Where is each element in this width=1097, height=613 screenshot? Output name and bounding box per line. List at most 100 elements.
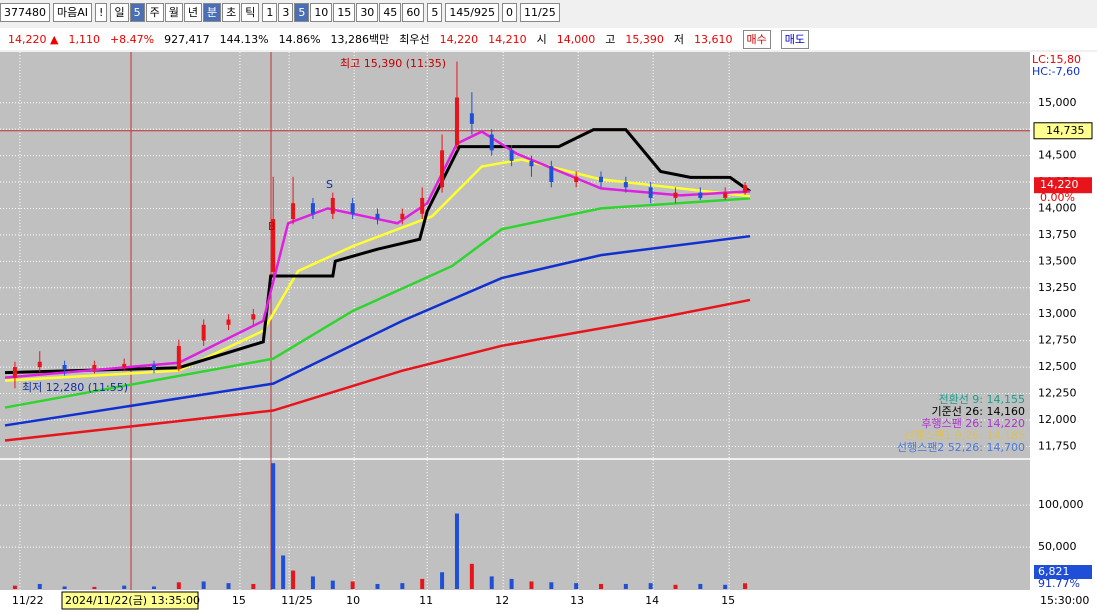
button[interactable]: 60 bbox=[402, 2, 425, 22]
volume-bar bbox=[648, 583, 653, 589]
candle-body bbox=[454, 97, 459, 146]
button[interactable]: 일 bbox=[110, 2, 129, 22]
minutes: 1 3 5 10 15 30 45 60 bbox=[262, 2, 425, 22]
alert[interactable]: ! bbox=[95, 2, 108, 22]
volume-bar bbox=[251, 583, 256, 589]
candle-body bbox=[623, 182, 628, 188]
last-rate: 0.00% bbox=[1040, 191, 1075, 204]
x-tick-label: 11/25 bbox=[281, 594, 313, 607]
button[interactable]: 주 bbox=[145, 2, 164, 22]
candle-body bbox=[122, 363, 127, 368]
end-time: 15:30:00 bbox=[1040, 594, 1089, 607]
change: 1,110 bbox=[68, 32, 100, 46]
bid: 14,210 bbox=[488, 32, 527, 46]
volume-bar bbox=[310, 576, 315, 589]
buy[interactable]: 매수 bbox=[742, 29, 771, 49]
count[interactable]: 5 bbox=[427, 2, 443, 22]
candle-body bbox=[62, 364, 67, 370]
candle-body bbox=[574, 176, 579, 183]
volume-bar bbox=[375, 583, 380, 589]
last-price: 14,220 bbox=[1040, 178, 1079, 191]
volume: 927,417 bbox=[164, 32, 210, 46]
rate: +8.47% bbox=[109, 32, 155, 46]
y-tick-label: 13,500 bbox=[1038, 254, 1077, 267]
amount: 13,286백만 bbox=[330, 33, 390, 46]
cursor-time: 2024/11/22(금) 13:35:00 bbox=[65, 594, 200, 607]
date[interactable]: 11/25 bbox=[520, 2, 560, 22]
volume-bar bbox=[599, 583, 603, 589]
x-tick-label: 14 bbox=[645, 594, 659, 607]
button[interactable]: 15 bbox=[333, 2, 356, 22]
button[interactable]: 초 bbox=[222, 2, 241, 22]
volume-bar bbox=[330, 580, 335, 589]
button[interactable]: 월 bbox=[164, 2, 183, 22]
volume-bar bbox=[152, 586, 156, 589]
low-label: 저 bbox=[673, 33, 685, 46]
legend-entry: 선행스팬1 9,26: 14,185 bbox=[904, 429, 1025, 442]
y-tick-label: 14,500 bbox=[1038, 149, 1077, 162]
legend-entry: 기준선 26: 14,160 bbox=[931, 405, 1025, 418]
candle-body bbox=[440, 150, 445, 188]
cursor-box bbox=[1033, 122, 1093, 140]
check[interactable]: 0 bbox=[502, 2, 518, 22]
price: 14,220 ▲ bbox=[8, 32, 59, 46]
x-tick-label: 11/22 bbox=[12, 594, 44, 607]
code[interactable]: 377480 bbox=[0, 2, 50, 22]
sell-marker: S bbox=[326, 178, 333, 191]
volume-bar bbox=[176, 582, 181, 589]
x-tick-label: 10 bbox=[346, 594, 360, 607]
volume-bar bbox=[201, 581, 206, 589]
vol-ratio: 144.13% bbox=[219, 32, 269, 46]
candle-body bbox=[698, 192, 703, 198]
candle-body bbox=[201, 324, 206, 341]
volume-bar bbox=[420, 578, 425, 589]
candle-body bbox=[420, 197, 425, 214]
y-tick-label: 13,250 bbox=[1038, 281, 1077, 294]
x-axis bbox=[0, 590, 1097, 613]
y-tick-label: 12,000 bbox=[1038, 413, 1077, 426]
volume-bar bbox=[350, 581, 355, 589]
button[interactable]: 5 bbox=[129, 2, 145, 22]
button[interactable]: 년 bbox=[183, 2, 202, 22]
range[interactable]: 145/925 bbox=[445, 2, 500, 22]
low: 13,610 bbox=[694, 32, 733, 46]
x-tick-label: 15 bbox=[721, 594, 735, 607]
y-tick-label: 50,000 bbox=[1038, 540, 1077, 553]
button[interactable]: 1 bbox=[262, 2, 278, 22]
button[interactable]: 5 bbox=[294, 2, 310, 22]
volume-bar bbox=[92, 586, 97, 589]
indicator-line bbox=[4, 130, 751, 379]
candle-body bbox=[251, 314, 256, 320]
volume-bar bbox=[574, 583, 579, 589]
button[interactable]: 틱 bbox=[241, 2, 260, 22]
candle-body bbox=[375, 213, 380, 220]
candle-body bbox=[599, 176, 603, 183]
quote-bar: 14,220 ▲ 1,110 +8.47% 927,417 144.13% 14… bbox=[0, 28, 1097, 50]
candle-body bbox=[673, 192, 678, 198]
button[interactable]: 45 bbox=[379, 2, 402, 22]
best-label: 최우선 bbox=[399, 33, 430, 46]
candle-body bbox=[723, 192, 728, 198]
volume-bar bbox=[291, 570, 296, 589]
vol-last: 6,821 bbox=[1038, 565, 1070, 578]
candle-body bbox=[271, 219, 276, 272]
candle-body bbox=[529, 160, 534, 167]
volume-bar bbox=[723, 584, 728, 589]
button[interactable]: 10 bbox=[310, 2, 333, 22]
volume-bar bbox=[271, 463, 276, 589]
volume-bar bbox=[529, 581, 534, 589]
name[interactable]: 마음AI bbox=[53, 2, 93, 22]
right-axis bbox=[1030, 52, 1097, 590]
lc: LC:15,80 bbox=[1032, 53, 1081, 66]
y-tick-label: 13,000 bbox=[1038, 307, 1077, 320]
button[interactable]: 분 bbox=[202, 2, 222, 22]
sell[interactable]: 매도 bbox=[780, 29, 810, 49]
button[interactable]: 3 bbox=[278, 2, 294, 22]
volume-bar bbox=[226, 583, 231, 589]
indicator-line bbox=[4, 197, 751, 409]
button[interactable]: 30 bbox=[356, 2, 379, 22]
volume-bar bbox=[122, 585, 127, 589]
y-tick-label: 100,000 bbox=[1038, 498, 1084, 511]
y-tick-label: 15,000 bbox=[1038, 96, 1077, 109]
volume-bar bbox=[623, 583, 628, 589]
